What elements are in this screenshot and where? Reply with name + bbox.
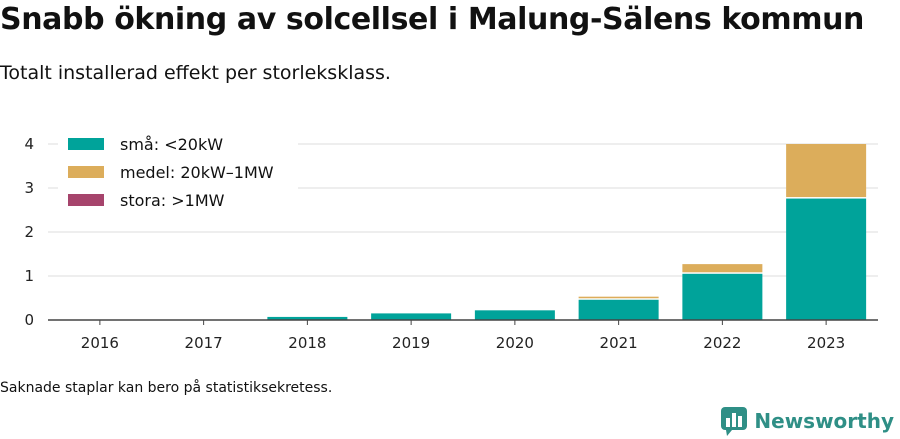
bar-segment [682, 264, 763, 273]
y-tick-label: 1 [24, 267, 34, 285]
y-tick-label: 4 [24, 135, 34, 153]
bar-chart-bubble-icon [721, 407, 748, 436]
bar-segment [474, 310, 555, 320]
bar-segment [786, 198, 867, 320]
bar-segment [578, 299, 659, 320]
footnote: Saknade staplar kan bero på statistiksek… [0, 380, 333, 396]
legend-label: små: <20kW [120, 135, 223, 154]
x-tick-label: 2023 [807, 334, 845, 352]
x-tick-label: 2020 [496, 334, 534, 352]
legend-swatch [68, 138, 104, 150]
x-tick-label: 2019 [392, 334, 430, 352]
bar-segment [786, 144, 867, 198]
legend-label: medel: 20kW–1MW [120, 163, 274, 182]
y-tick-label: 2 [24, 223, 34, 241]
x-tick-label: 2017 [185, 334, 223, 352]
x-tick-label: 2021 [600, 334, 638, 352]
bar-segment [682, 273, 763, 320]
stacked-bar-chart: 0 1 2 3 4 2016 2017 2018 2019 2020 2021 2022 2023 sm… [24, 130, 878, 352]
legend-swatch [68, 194, 104, 206]
legend-label: stora: >1MW [120, 191, 225, 210]
y-tick-label: 0 [24, 311, 34, 329]
legend-swatch [68, 166, 104, 178]
x-tick-label: 2016 [81, 334, 119, 352]
legend: små: <20kW medel: 20kW–1MW stora: >1MW [58, 130, 298, 216]
chart-title: Snabb ökning av solcellsel i Malung-Säle… [0, 2, 864, 37]
x-tick-label: 2022 [703, 334, 741, 352]
brand-name: Newsworthy [754, 409, 894, 433]
newsworthy-logo[interactable]: Newsworthy [720, 406, 894, 436]
bars [267, 144, 867, 320]
y-tick-label: 3 [24, 179, 34, 197]
axes: 0 1 2 3 4 2016 2017 2018 2019 2020 2021 2022 2023 [24, 135, 878, 352]
bar-segment [267, 316, 348, 320]
x-tick-label: 2018 [288, 334, 326, 352]
bar-segment [578, 296, 659, 299]
bar-segment [371, 313, 452, 320]
chart-subtitle: Totalt installerad effekt per storlekskl… [0, 62, 391, 84]
